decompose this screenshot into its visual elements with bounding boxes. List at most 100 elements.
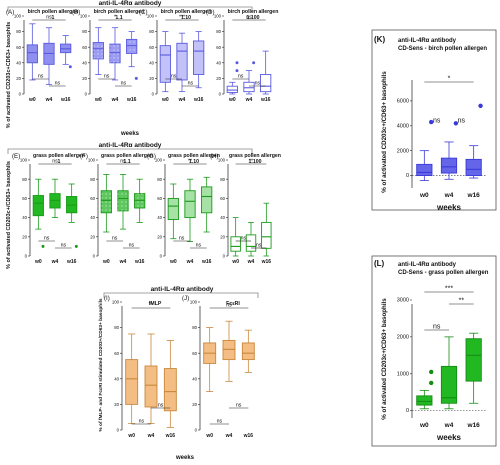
y-tick-label: 60 [220, 196, 225, 201]
significance-label: ns [52, 159, 58, 165]
y-tick-label: 40 [216, 60, 221, 65]
significance-label: ns [236, 403, 242, 409]
x-tick-label: w4 [186, 259, 194, 265]
y-tick-label: 40 [22, 215, 27, 220]
box [241, 342, 255, 361]
y-tick-label: 20 [114, 402, 119, 407]
x-tick-label: w4 [444, 422, 454, 429]
box-pattern [109, 44, 121, 63]
y-tick-label: 80 [149, 29, 154, 34]
group-label-birch: anti-IL-4Rα antibody [99, 0, 162, 7]
x-tick-label: w0 [127, 433, 135, 439]
x-tick-label: w16 [260, 97, 271, 103]
panel-title: (E) [12, 153, 20, 160]
panel-J: (J) FcεRI 0 20 40 60 80 100 w0 w4 w16 ns ns ns [182, 295, 255, 439]
y-tick-label: 80 [90, 177, 95, 182]
y-tick-label: 60 [149, 45, 154, 50]
significance-label: ns [458, 118, 466, 125]
y-tick-label: 80 [114, 325, 119, 330]
y-tick-label: 20 [22, 234, 27, 239]
significance-label: ns [238, 74, 244, 80]
significance-label: ns [433, 118, 441, 125]
x-tick-label: w0 [94, 97, 102, 103]
outlier-point [134, 76, 138, 80]
box [440, 365, 458, 404]
panel-subtitle: anti-IL-4Rα antibody [398, 38, 457, 44]
x-tick-label: w0 [419, 192, 429, 199]
y-tick-label: 20 [149, 76, 154, 81]
box [176, 42, 188, 81]
box [440, 157, 458, 174]
significance-label: ns [44, 236, 50, 242]
x-tick-label: w4 [147, 433, 155, 439]
significance-label: ns [46, 15, 52, 21]
row3-weeks-label: weeks [175, 455, 195, 461]
x-tick-label: w0 [169, 259, 177, 265]
box-pattern [101, 190, 112, 213]
y-tick-label: 100 [190, 300, 198, 305]
box [260, 74, 272, 93]
significance-label: ns [61, 243, 67, 249]
x-tick-label: w0 [228, 97, 236, 103]
box [226, 85, 238, 93]
x-tick-label: w16 [165, 433, 176, 439]
y-tick-label: 0 [195, 428, 198, 433]
y-tick-label: 0 [406, 173, 409, 179]
x-axis-label: weeks [436, 203, 462, 212]
y-tick-label: 100 [80, 14, 88, 19]
y-tick-label: 20 [192, 402, 197, 407]
y-axis-label: % of activated CD203c+/CD63+ basophils [381, 71, 388, 193]
panel-title: (F) [80, 153, 88, 160]
x-tick-label: w16 [66, 259, 77, 265]
box [243, 81, 255, 93]
significance-label: ns [217, 419, 223, 425]
x-tick-label: w16 [126, 97, 137, 103]
panel-L-frame [371, 255, 497, 447]
x-tick-label: w0 [419, 422, 429, 429]
significance-label: ns [179, 236, 185, 242]
x-tick-label: w4 [119, 259, 127, 265]
y-tick-label: 0 [85, 92, 88, 97]
significance-label: * [150, 303, 152, 309]
box [125, 359, 139, 405]
panel-subtitle: birch pollen allergen [228, 9, 279, 15]
y-tick-label: 0 [223, 254, 226, 259]
significance-label: ns [104, 74, 110, 80]
y-tick-label: 0 [93, 254, 96, 259]
significance-label: ns [129, 243, 135, 249]
panel-subtitle-line2: 1 [52, 15, 55, 21]
y-tick-label: 20 [16, 76, 21, 81]
significance-label: *** [179, 15, 185, 21]
y-tick-label: 4000 [397, 123, 409, 129]
x-axis-label: weeks [436, 433, 462, 442]
panel-subtitle-line2: 1.100 [249, 159, 262, 165]
y-axis-label: % of activated CD203c+/CD63+ basophils [381, 298, 388, 420]
y-tick-label: 100 [147, 14, 155, 19]
box [159, 45, 171, 83]
significance-label: ** [188, 159, 192, 165]
y-tick-label: 100 [155, 158, 163, 163]
panel-title: (A) [6, 9, 14, 16]
y-tick-label: 1000 [397, 371, 409, 377]
panel-subtitle-line2: 1.10 [181, 15, 191, 21]
y-tick-label: 80 [82, 29, 87, 34]
x-tick-label: w16 [201, 259, 212, 265]
outlier-point [429, 380, 434, 386]
y-tick-label: 60 [114, 351, 119, 356]
x-tick-label: w16 [467, 422, 481, 429]
panel-L: (L) anti-IL-4Rα antibody CD-Sens - grass p… [374, 259, 489, 442]
x-tick-label: w4 [444, 192, 454, 199]
x-tick-label: w16 [193, 97, 204, 103]
y-tick-label: 60 [216, 45, 221, 50]
y-tick-label: 0 [19, 92, 22, 97]
y-tick-label: 0 [152, 92, 155, 97]
x-tick-label: w4 [51, 259, 59, 265]
y-tick-label: 100 [214, 14, 222, 19]
x-tick-label: w4 [45, 97, 53, 103]
panel-subtitle: grass pollen allergen [229, 153, 281, 159]
significance-label: ns [171, 74, 177, 80]
